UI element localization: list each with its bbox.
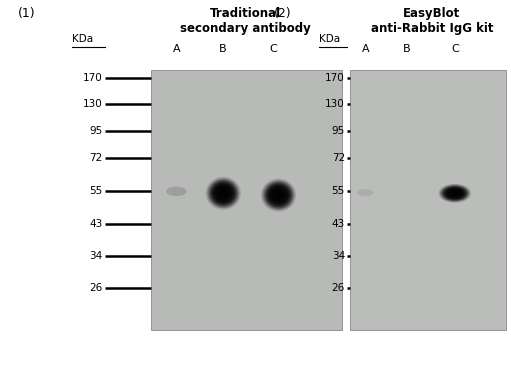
Ellipse shape: [207, 178, 239, 208]
Ellipse shape: [261, 179, 296, 212]
Text: 72: 72: [332, 153, 345, 163]
Ellipse shape: [447, 189, 462, 197]
Ellipse shape: [357, 189, 374, 196]
Ellipse shape: [449, 190, 461, 197]
Ellipse shape: [214, 184, 233, 202]
Text: C: C: [269, 44, 277, 54]
Ellipse shape: [438, 184, 471, 203]
Text: C: C: [451, 44, 459, 54]
Text: (1): (1): [18, 7, 35, 20]
Ellipse shape: [211, 181, 236, 205]
Ellipse shape: [220, 190, 226, 196]
Ellipse shape: [212, 183, 235, 204]
Ellipse shape: [264, 182, 293, 209]
Ellipse shape: [217, 187, 230, 199]
Ellipse shape: [269, 186, 288, 204]
Ellipse shape: [443, 186, 467, 200]
Text: A: A: [173, 44, 180, 54]
Ellipse shape: [267, 185, 290, 206]
Text: 26: 26: [332, 283, 345, 293]
Text: 95: 95: [332, 126, 345, 136]
Text: 26: 26: [89, 283, 102, 293]
Text: B: B: [219, 44, 226, 54]
Ellipse shape: [270, 188, 287, 203]
Text: 55: 55: [332, 186, 345, 196]
Ellipse shape: [275, 192, 282, 198]
Bar: [350, 70, 506, 330]
Ellipse shape: [206, 177, 241, 210]
Text: 34: 34: [89, 251, 102, 261]
Text: B: B: [403, 44, 410, 54]
Ellipse shape: [263, 180, 294, 210]
Text: 43: 43: [89, 219, 102, 229]
Ellipse shape: [215, 186, 231, 201]
Ellipse shape: [442, 185, 468, 201]
Text: 95: 95: [89, 126, 102, 136]
Text: 55: 55: [89, 186, 102, 196]
Text: 72: 72: [89, 153, 102, 163]
Ellipse shape: [266, 183, 291, 207]
Ellipse shape: [440, 185, 470, 202]
Ellipse shape: [445, 187, 465, 199]
Ellipse shape: [446, 188, 464, 199]
Text: 170: 170: [82, 73, 102, 83]
Ellipse shape: [209, 180, 238, 207]
Ellipse shape: [272, 189, 285, 201]
Bar: [151, 70, 342, 330]
Text: 43: 43: [332, 219, 345, 229]
Ellipse shape: [222, 192, 225, 195]
Text: secondary antibody: secondary antibody: [180, 22, 311, 35]
Text: (2): (2): [273, 7, 291, 20]
Text: 170: 170: [325, 73, 345, 83]
Text: anti-Rabbit IgG kit: anti-Rabbit IgG kit: [370, 22, 493, 35]
Ellipse shape: [219, 189, 228, 198]
Text: 130: 130: [82, 99, 102, 109]
Text: 34: 34: [332, 251, 345, 261]
Ellipse shape: [274, 191, 283, 200]
Text: EasyBlot: EasyBlot: [403, 7, 460, 20]
Ellipse shape: [452, 191, 458, 195]
Text: KDa: KDa: [72, 34, 92, 44]
Text: Traditional: Traditional: [210, 7, 281, 20]
Ellipse shape: [166, 187, 187, 196]
Text: 130: 130: [325, 99, 345, 109]
Ellipse shape: [277, 194, 280, 197]
Ellipse shape: [450, 191, 459, 196]
Text: A: A: [362, 44, 369, 54]
Ellipse shape: [453, 193, 456, 194]
Text: KDa: KDa: [319, 34, 340, 44]
